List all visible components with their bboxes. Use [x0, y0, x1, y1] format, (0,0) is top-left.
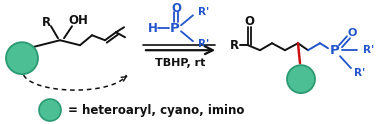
Text: R: R — [229, 39, 239, 52]
Text: R': R' — [363, 45, 374, 55]
Text: P: P — [330, 44, 340, 57]
Circle shape — [39, 99, 61, 121]
Text: R': R' — [354, 68, 365, 78]
Text: H: H — [148, 22, 158, 35]
Text: = heteroaryl, cyano, imino: = heteroaryl, cyano, imino — [68, 104, 244, 117]
Text: O: O — [244, 15, 254, 28]
Text: O: O — [347, 28, 357, 38]
Text: OH: OH — [68, 14, 88, 27]
Circle shape — [287, 65, 315, 93]
Text: P: P — [170, 22, 180, 35]
Text: R: R — [42, 16, 51, 29]
Text: R': R' — [198, 7, 209, 17]
Text: R': R' — [198, 39, 209, 49]
Text: TBHP, rt: TBHP, rt — [155, 58, 205, 68]
Text: O: O — [171, 2, 181, 15]
Circle shape — [6, 42, 38, 74]
